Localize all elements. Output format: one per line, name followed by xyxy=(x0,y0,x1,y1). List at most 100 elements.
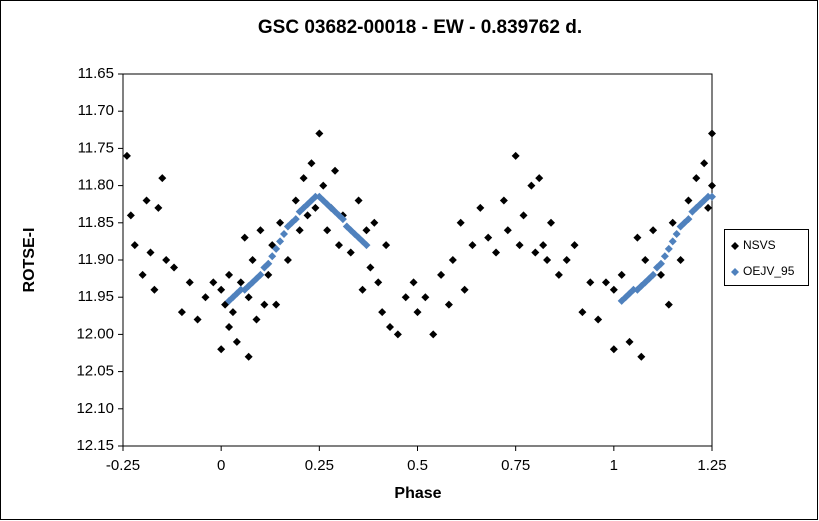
data-point xyxy=(154,203,163,212)
plot-area xyxy=(122,73,713,447)
data-point xyxy=(484,233,493,242)
data-point xyxy=(609,345,618,354)
data-point xyxy=(374,278,383,287)
data-point xyxy=(429,330,438,339)
data-point xyxy=(668,237,677,246)
y-tick-label: 11.85 xyxy=(78,214,114,231)
data-point xyxy=(413,308,422,317)
data-point xyxy=(225,270,234,279)
data-point xyxy=(527,181,536,190)
x-tick-label: 0 xyxy=(217,457,225,474)
data-point xyxy=(150,285,159,294)
data-point xyxy=(256,226,265,235)
data-point xyxy=(130,241,139,250)
data-point xyxy=(299,174,308,183)
data-point xyxy=(370,218,379,227)
data-point xyxy=(578,308,587,317)
data-point xyxy=(354,196,363,205)
data-point xyxy=(633,233,642,242)
data-point xyxy=(704,203,713,212)
y-tick-label: 11.75 xyxy=(78,139,114,156)
data-point xyxy=(162,256,171,264)
data-point xyxy=(594,315,603,324)
data-point xyxy=(535,174,544,183)
data-point xyxy=(503,226,512,235)
data-point xyxy=(323,226,332,235)
legend-box xyxy=(724,229,809,286)
data-point xyxy=(668,218,677,227)
x-axis-label: Phase xyxy=(394,485,441,502)
legend-marker xyxy=(731,242,739,250)
data-point xyxy=(260,300,269,309)
x-tick-label: 1.25 xyxy=(697,457,726,474)
data-point xyxy=(201,293,210,302)
data-point xyxy=(311,203,320,212)
data-point xyxy=(142,196,151,205)
data-point xyxy=(468,241,477,250)
legend-marker xyxy=(731,268,739,276)
data-point xyxy=(295,226,304,235)
x-tick-label: 0.5 xyxy=(407,457,428,474)
data-point xyxy=(664,244,673,253)
data-point xyxy=(126,211,135,220)
data-point xyxy=(283,256,292,264)
data-point xyxy=(684,196,693,205)
x-tick-label: 0.75 xyxy=(501,457,530,474)
data-point xyxy=(656,259,665,268)
data-point xyxy=(625,337,634,346)
data-point xyxy=(708,192,716,201)
data-point xyxy=(641,256,650,264)
data-point xyxy=(303,211,312,220)
data-point xyxy=(209,278,218,287)
x-tick-label: -0.25 xyxy=(106,457,140,474)
data-point xyxy=(586,278,595,287)
data-point xyxy=(543,256,552,264)
data-point xyxy=(660,252,669,261)
data-point xyxy=(401,293,410,302)
data-point xyxy=(276,237,285,246)
data-point xyxy=(217,285,226,294)
data-point xyxy=(264,259,273,268)
data-point xyxy=(291,196,300,205)
data-point xyxy=(252,315,261,324)
data-point xyxy=(601,278,610,287)
data-point xyxy=(649,226,658,235)
x-tick-label: 0.25 xyxy=(305,457,334,474)
y-tick-label: 11.80 xyxy=(78,177,114,194)
data-point xyxy=(122,151,131,160)
data-point xyxy=(358,285,367,294)
data-point xyxy=(684,215,693,224)
y-axis-label: ROTSE-I xyxy=(21,228,38,293)
data-point xyxy=(331,166,340,175)
y-tick-label: 12.05 xyxy=(76,363,114,380)
data-point xyxy=(185,278,194,287)
y-tick-label: 12.00 xyxy=(76,325,114,342)
data-point xyxy=(637,352,646,361)
data-point xyxy=(366,263,375,272)
data-point xyxy=(236,278,245,287)
data-point xyxy=(476,203,485,212)
data-point xyxy=(672,229,681,238)
data-point xyxy=(448,256,457,264)
data-point xyxy=(146,248,155,257)
data-point xyxy=(264,270,273,279)
data-point xyxy=(177,308,186,317)
data-point xyxy=(193,315,202,324)
data-point xyxy=(244,352,253,361)
data-point xyxy=(609,285,618,294)
data-point xyxy=(319,181,328,190)
data-point xyxy=(539,241,548,250)
y-tick-label: 11.95 xyxy=(78,288,114,305)
data-point xyxy=(268,252,277,261)
data-point xyxy=(334,241,343,250)
data-point xyxy=(315,129,324,138)
data-point xyxy=(393,330,402,339)
data-point xyxy=(649,270,658,279)
data-point xyxy=(692,174,701,183)
data-point xyxy=(708,129,716,138)
y-tick-label: 12.10 xyxy=(76,400,114,417)
data-point xyxy=(437,270,446,279)
data-point xyxy=(700,159,709,168)
data-point xyxy=(378,308,387,317)
data-point xyxy=(531,248,540,257)
